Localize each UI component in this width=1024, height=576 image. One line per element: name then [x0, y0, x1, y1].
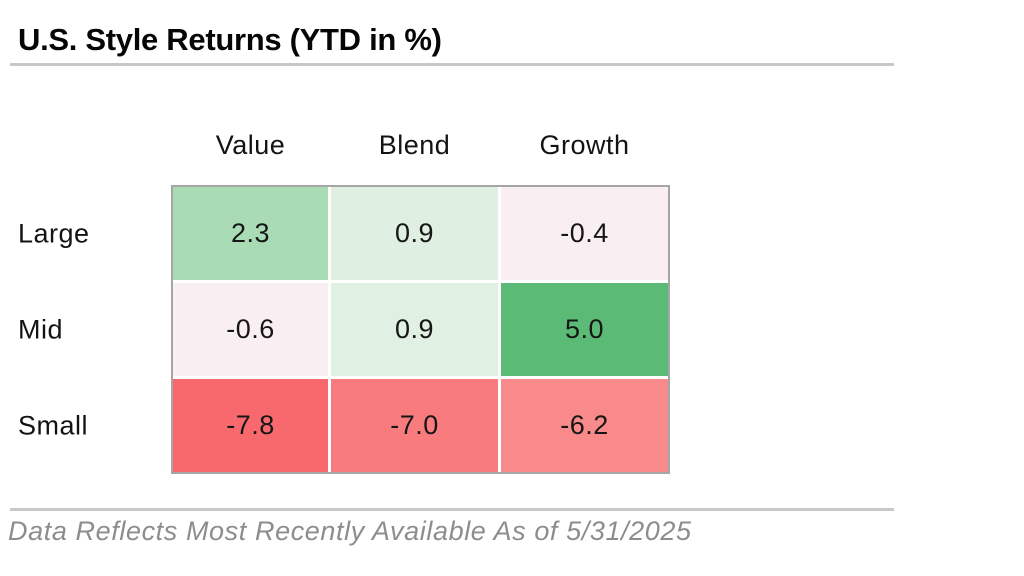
column-headers: Value Blend Growth [173, 130, 668, 161]
column-header-value: Value [215, 130, 286, 160]
cell-large-blend: 0.9 [331, 187, 498, 280]
cell-mid-blend: 0.9 [331, 283, 498, 376]
style-returns-heatmap: 2.3 0.9 -0.4 -0.6 0.9 5.0 -7.8 -7.0 -6.2 [171, 185, 670, 474]
title-divider [10, 63, 894, 66]
column-header-blend: Blend [378, 130, 451, 160]
cell-mid-growth: 5.0 [501, 283, 668, 376]
page-title: U.S. Style Returns (YTD in %) [18, 22, 442, 57]
column-header-growth: Growth [539, 130, 630, 160]
row-label-mid: Mid [18, 314, 64, 345]
cell-large-value: 2.3 [173, 187, 328, 280]
cell-large-growth: -0.4 [501, 187, 668, 280]
footer-note: Data Reflects Most Recently Available As… [8, 516, 692, 546]
cell-small-growth: -6.2 [501, 379, 668, 472]
cell-small-blend: -7.0 [331, 379, 498, 472]
cell-mid-value: -0.6 [173, 283, 328, 376]
row-label-small: Small [18, 410, 89, 441]
row-label-large: Large [18, 218, 90, 249]
cell-small-value: -7.8 [173, 379, 328, 472]
footer-divider [10, 508, 894, 511]
